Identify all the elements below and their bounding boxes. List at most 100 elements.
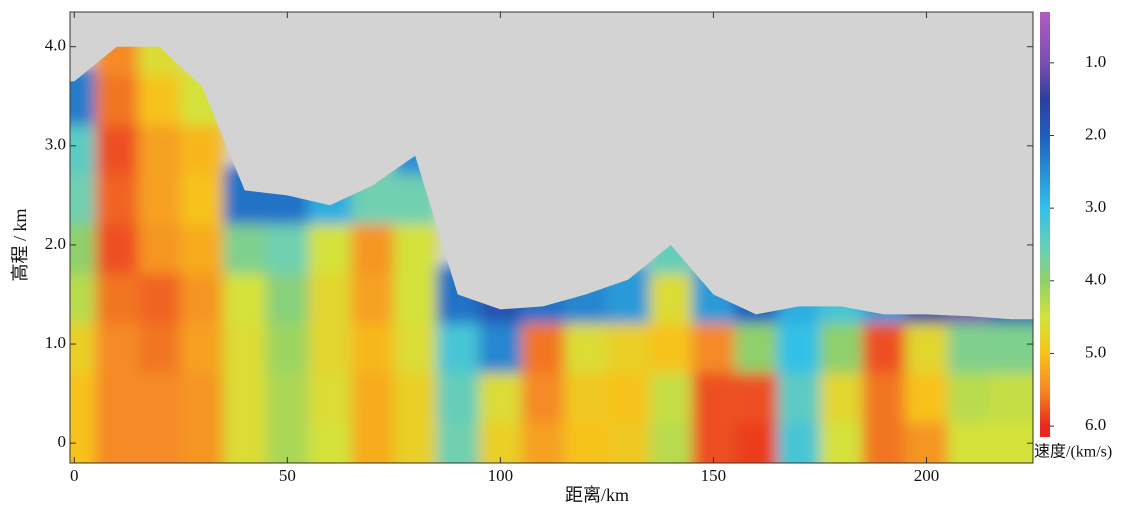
velocity-cell <box>351 414 394 508</box>
velocity-cell <box>138 167 181 225</box>
velocity-cell <box>50 414 96 508</box>
velocity-cell <box>735 315 778 373</box>
velocity-cell <box>181 315 224 373</box>
velocity-cell <box>692 365 735 423</box>
velocity-cell <box>948 365 991 423</box>
velocity-cell <box>138 266 181 324</box>
velocity-cell <box>223 365 266 423</box>
x-tick-label: 150 <box>701 466 727 485</box>
velocity-cell <box>96 315 139 373</box>
velocity-cell <box>564 315 607 373</box>
velocity-cell <box>138 67 181 125</box>
velocity-cell <box>820 365 863 423</box>
velocity-cell <box>436 315 479 373</box>
y-tick-label: 3.0 <box>45 135 66 154</box>
colorbar-tick-label: 2.0 <box>1085 124 1106 143</box>
velocity-cell <box>223 315 266 373</box>
velocity-cell <box>138 365 181 423</box>
velocity-cell <box>96 67 139 125</box>
velocity-cell <box>607 315 650 373</box>
velocity-cell <box>394 216 437 274</box>
velocity-cell <box>564 365 607 423</box>
velocity-cell <box>96 266 139 324</box>
y-axis-label: 高程 / km <box>10 208 30 281</box>
velocity-cell <box>820 414 863 508</box>
velocity-cell <box>138 117 181 175</box>
velocity-cell <box>905 365 948 423</box>
velocity-cell <box>394 315 437 373</box>
velocity-cell <box>394 365 437 423</box>
velocity-cell <box>223 414 266 508</box>
velocity-cell <box>138 216 181 274</box>
velocity-cell <box>181 117 224 175</box>
velocity-cell <box>181 414 224 508</box>
velocity-cell <box>863 315 906 373</box>
velocity-cell <box>650 365 693 423</box>
velocity-cell <box>351 315 394 373</box>
velocity-cell <box>436 365 479 423</box>
velocity-cell <box>96 414 139 508</box>
y-tick-label: 4.0 <box>45 36 66 55</box>
colorbar <box>1040 12 1050 437</box>
velocity-cell <box>351 365 394 423</box>
velocity-cell <box>820 315 863 373</box>
velocity-cell <box>777 365 820 423</box>
velocity-cell <box>96 117 139 175</box>
velocity-cell <box>50 365 96 423</box>
velocity-cell <box>181 167 224 225</box>
velocity-cell <box>223 266 266 324</box>
velocity-cell <box>266 216 309 274</box>
velocity-cell <box>479 315 522 373</box>
velocity-cell <box>863 414 906 508</box>
velocity-cell <box>522 365 565 423</box>
velocity-cell <box>309 414 352 508</box>
velocity-cell <box>650 414 693 508</box>
x-tick-label: 50 <box>279 466 296 485</box>
x-axis-label: 距离/km <box>565 485 629 505</box>
velocity-cell <box>522 315 565 373</box>
velocity-cell <box>394 266 437 324</box>
y-tick-label: 2.0 <box>45 234 66 253</box>
velocity-field <box>50 0 1053 508</box>
velocity-cell <box>650 266 693 324</box>
velocity-cell <box>181 216 224 274</box>
velocity-cell <box>50 167 96 225</box>
velocity-cell <box>266 315 309 373</box>
colorbar-tick-label: 6.0 <box>1085 415 1106 434</box>
velocity-cell <box>948 414 991 508</box>
colorbar-label: 速度/(km/s) <box>1034 443 1112 461</box>
velocity-cell <box>266 365 309 423</box>
velocity-cell <box>309 365 352 423</box>
velocity-cell <box>138 315 181 373</box>
velocity-cell <box>138 414 181 508</box>
x-tick-label: 0 <box>70 466 79 485</box>
velocity-cell <box>522 414 565 508</box>
x-tick-label: 200 <box>914 466 940 485</box>
velocity-cell <box>50 266 96 324</box>
velocity-cell <box>181 266 224 324</box>
velocity-cell <box>96 167 139 225</box>
colorbar-tick-label: 5.0 <box>1085 342 1106 361</box>
velocity-cell <box>607 365 650 423</box>
velocity-cell <box>96 216 139 274</box>
velocity-cell <box>351 266 394 324</box>
y-tick-label: 0 <box>58 432 67 451</box>
velocity-cell <box>436 414 479 508</box>
colorbar-tick-label: 1.0 <box>1085 52 1106 71</box>
colorbar-tick-label: 4.0 <box>1085 270 1106 289</box>
y-tick-label: 1.0 <box>45 333 66 352</box>
velocity-cell <box>777 414 820 508</box>
x-tick-label: 100 <box>488 466 514 485</box>
velocity-cell <box>181 365 224 423</box>
velocity-cell <box>735 365 778 423</box>
velocity-cell <box>948 315 991 373</box>
velocity-cell <box>905 315 948 373</box>
colorbar-tick-label: 3.0 <box>1085 197 1106 216</box>
velocity-cell <box>735 414 778 508</box>
velocity-cell <box>309 315 352 373</box>
velocity-cell <box>266 266 309 324</box>
velocity-cell <box>351 216 394 274</box>
velocity-cell <box>692 315 735 373</box>
velocity-cell <box>96 365 139 423</box>
